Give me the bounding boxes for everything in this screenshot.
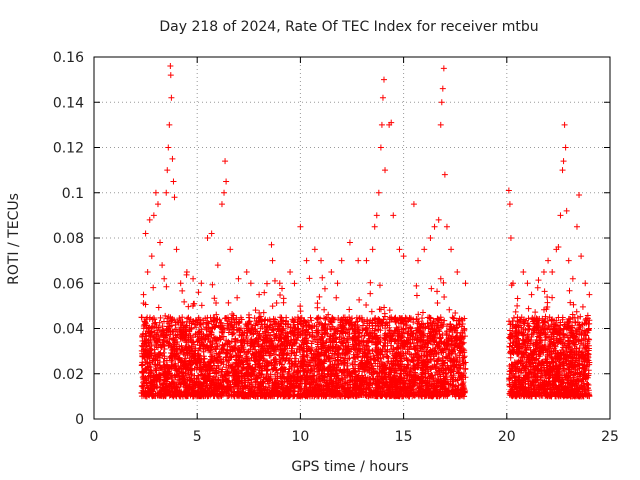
data-point [428, 285, 435, 292]
data-point [363, 301, 370, 308]
data-point [319, 274, 326, 281]
data-point [368, 308, 375, 315]
data-point [291, 280, 298, 287]
data-point [157, 314, 164, 321]
data-point [185, 303, 192, 310]
data-point [195, 337, 202, 344]
data-point [434, 288, 441, 295]
data-point [441, 293, 448, 300]
data-point [316, 293, 323, 300]
data-point [333, 294, 340, 301]
data-point [325, 311, 332, 318]
data-point [179, 287, 186, 294]
data-point [277, 292, 284, 299]
data-points [138, 63, 593, 400]
data-point [440, 279, 447, 286]
data-point [437, 275, 444, 282]
data-point [209, 281, 216, 288]
data-point [306, 275, 313, 282]
data-point [273, 300, 280, 307]
data-point [271, 351, 278, 358]
data-point [413, 282, 420, 289]
data-point [229, 310, 236, 317]
data-point [308, 317, 315, 324]
data-point [419, 315, 426, 322]
data-point [279, 285, 286, 292]
chart-title: Day 218 of 2024, Rate Of TEC Index for r… [159, 19, 538, 35]
data-point [269, 303, 276, 310]
data-point [221, 315, 228, 322]
data-point [297, 308, 304, 315]
data-point [245, 314, 252, 321]
data-point [446, 306, 453, 313]
data-point [163, 283, 170, 290]
data-point [195, 289, 202, 296]
grid-lines [94, 57, 610, 419]
data-point [261, 289, 268, 296]
data-point [449, 314, 456, 321]
data-point [150, 284, 157, 291]
data-point [234, 294, 241, 301]
data-point [290, 392, 297, 399]
data-point [155, 304, 162, 311]
data-point [332, 335, 339, 342]
data-point [225, 329, 232, 336]
data-point [321, 285, 328, 292]
data-point [181, 298, 188, 305]
data-point [452, 310, 459, 317]
data-point [280, 295, 287, 302]
data-point [348, 315, 355, 322]
data-point [346, 306, 353, 313]
data-point [386, 307, 393, 314]
data-point [321, 306, 328, 313]
data-point [356, 296, 363, 303]
data-point [320, 315, 327, 322]
data-point [366, 346, 373, 353]
data-point [263, 280, 270, 287]
data-point [198, 302, 205, 309]
data-point [225, 299, 232, 306]
data-point [367, 290, 374, 297]
data-point [314, 304, 321, 311]
data-point [252, 307, 259, 314]
data-point [229, 330, 236, 337]
data-point [434, 300, 441, 307]
